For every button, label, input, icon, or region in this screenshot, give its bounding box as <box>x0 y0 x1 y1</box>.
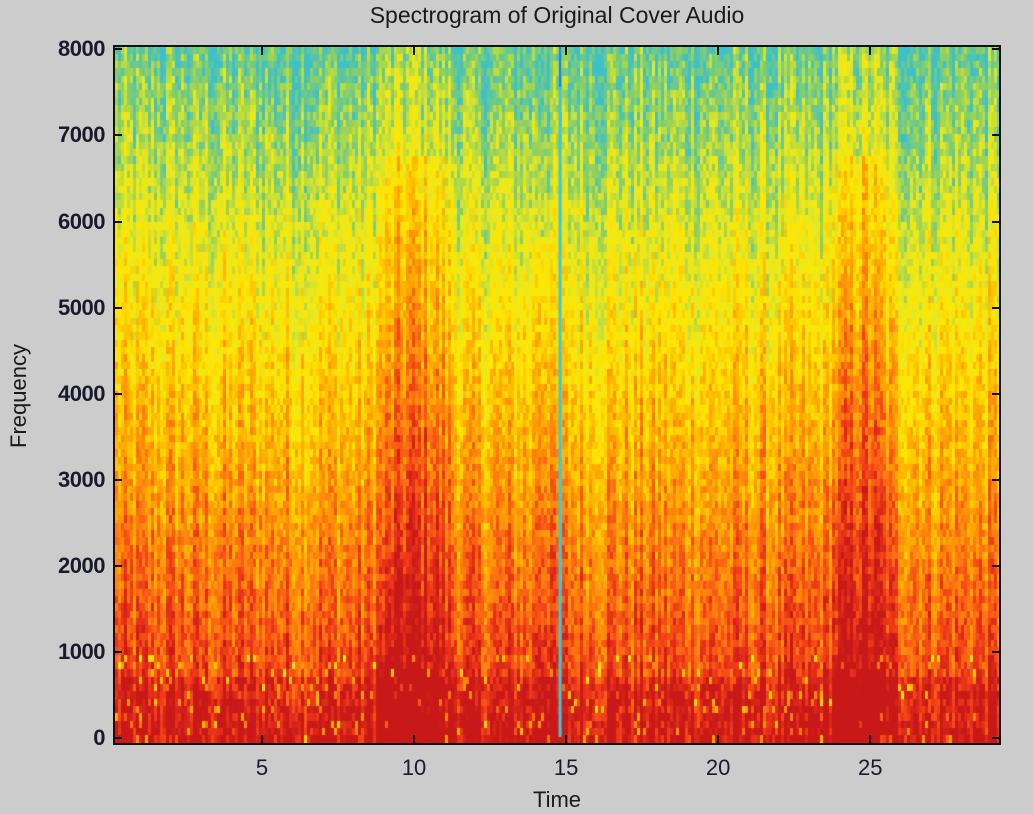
y-tick-mark <box>113 478 122 481</box>
y-tick-mark <box>113 306 122 309</box>
spectrogram-heatmap <box>115 47 999 743</box>
y-tick-label: 5000 <box>58 294 105 320</box>
y-tick-mark <box>113 651 122 653</box>
x-tick-mark <box>717 45 720 55</box>
y-tick-mark <box>992 134 1001 137</box>
y-tick-mark <box>992 478 1001 481</box>
spectrogram-plot-area <box>113 45 1001 745</box>
x-tick-mark <box>565 735 568 745</box>
y-tick-label: 7000 <box>58 122 105 148</box>
x-tick-mark <box>717 735 720 745</box>
y-tick-mark <box>113 392 122 395</box>
chart-title: Spectrogram of Original Cover Audio <box>369 2 745 28</box>
x-tick-mark <box>869 735 872 745</box>
x-tick-label: 25 <box>857 755 883 780</box>
x-tick-label: 10 <box>401 755 427 780</box>
y-tick-label: 1000 <box>58 639 105 664</box>
y-axis-label: Frequency <box>6 344 31 448</box>
y-tick-mark <box>113 220 122 223</box>
y-tick-label: 3000 <box>58 466 105 492</box>
y-tick-mark <box>992 48 1001 51</box>
y-tick-mark <box>992 651 1001 653</box>
y-tick-label: 6000 <box>58 208 105 234</box>
x-tick-label: 20 <box>705 755 731 780</box>
x-tick-mark <box>413 45 416 55</box>
x-tick-label: 5 <box>255 755 269 780</box>
y-tick-mark <box>992 220 1001 223</box>
x-tick-mark <box>413 735 416 745</box>
y-tick-label: 2000 <box>58 552 105 578</box>
x-tick-mark <box>261 735 263 745</box>
x-tick-mark <box>565 45 568 55</box>
y-tick-label: 4000 <box>58 380 105 406</box>
y-tick-mark <box>113 564 122 567</box>
y-tick-mark <box>113 737 122 740</box>
x-tick-mark <box>869 45 872 55</box>
x-axis-label: Time <box>532 787 582 812</box>
y-tick-label: 8000 <box>58 36 105 62</box>
y-tick-mark <box>992 306 1001 309</box>
y-tick-mark <box>113 48 122 51</box>
y-tick-mark <box>992 737 1001 740</box>
x-tick-label: 15 <box>553 755 579 780</box>
y-tick-mark <box>992 392 1001 395</box>
y-tick-mark <box>992 564 1001 567</box>
y-tick-label: 0 <box>93 725 105 751</box>
y-tick-mark <box>113 134 122 137</box>
x-tick-mark <box>261 45 263 55</box>
